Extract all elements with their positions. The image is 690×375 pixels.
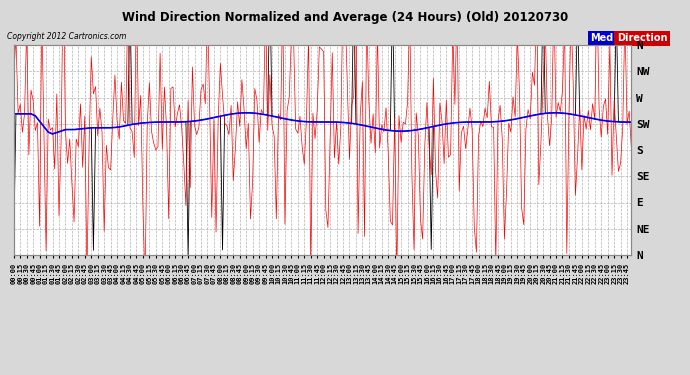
Text: Wind Direction Normalized and Average (24 Hours) (Old) 20120730: Wind Direction Normalized and Average (2… xyxy=(122,11,568,24)
Text: Direction: Direction xyxy=(617,33,667,44)
Text: Median: Median xyxy=(591,33,631,44)
Text: Copyright 2012 Cartronics.com: Copyright 2012 Cartronics.com xyxy=(7,32,126,41)
